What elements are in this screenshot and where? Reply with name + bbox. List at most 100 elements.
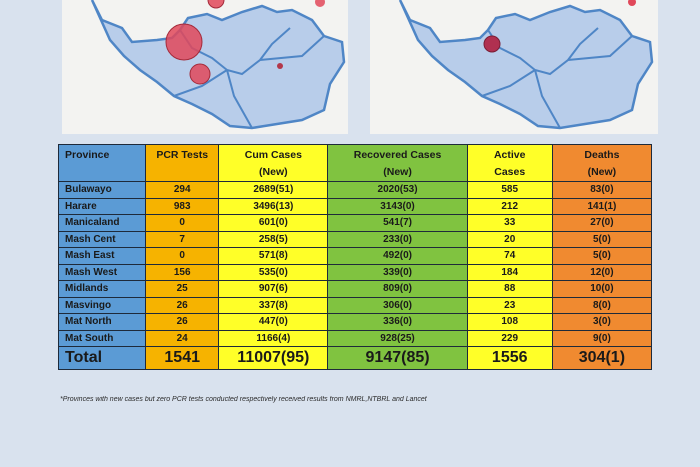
cell-recovered: 2020(53) [327, 181, 468, 199]
cell-province: Bulawayo [57, 181, 147, 199]
cell-deaths: 10(0) [551, 280, 653, 298]
cell-pcr: 7 [145, 230, 220, 248]
cell-cum: 3496(13) [218, 197, 329, 215]
table-header-row: Province PCR Tests Cum Cases (New) Recove… [57, 144, 653, 182]
total-deaths: 304(1) [551, 346, 653, 370]
cell-deaths: 5(0) [551, 230, 653, 248]
cell-pcr: 24 [145, 329, 220, 347]
cell-cum: 535(0) [218, 263, 329, 281]
cell-recovered: 339(0) [327, 263, 468, 281]
cell-active: 23 [466, 296, 553, 314]
header-pcr-tests: PCR Tests [145, 144, 220, 182]
header-cum-cases: Cum Cases (New) [218, 144, 329, 182]
cell-cum: 571(8) [218, 247, 329, 265]
cell-cum: 258(5) [218, 230, 329, 248]
cell-pcr: 0 [145, 214, 220, 232]
cell-active: 212 [466, 197, 553, 215]
footnote: *Provinces with new cases but zero PCR t… [60, 396, 427, 403]
cell-cum: 447(0) [218, 313, 329, 331]
cell-active: 33 [466, 214, 553, 232]
cell-recovered: 492(0) [327, 247, 468, 265]
midlands-cases-bubble [189, 63, 211, 85]
cell-pcr: 26 [145, 313, 220, 331]
manicaland-cases-bubble [315, 0, 325, 7]
cell-cum: 2689(51) [218, 181, 329, 199]
cell-recovered: 233(0) [327, 230, 468, 248]
cases-map-right [370, 0, 658, 134]
cell-cum: 907(6) [218, 280, 329, 298]
table-row: Manicaland 0 601(0) 541(7) 33 27(0) [57, 214, 653, 232]
table-row: Harare 983 3496(13) 3143(0) 212 141(1) [57, 197, 653, 215]
cell-deaths: 83(0) [551, 181, 653, 199]
cell-province: Mash Cent [57, 230, 147, 248]
table-row: Mash Cent 7 258(5) 233(0) 20 5(0) [57, 230, 653, 248]
cell-pcr: 0 [145, 247, 220, 265]
cell-active: 184 [466, 263, 553, 281]
header-province: Province [57, 144, 147, 182]
header-recovered-cases: Recovered Cases (New) [327, 144, 468, 182]
cell-deaths: 27(0) [551, 214, 653, 232]
header-deaths: Deaths (New) [551, 144, 653, 182]
cell-active: 585 [466, 181, 553, 199]
table-total-row: Total 1541 11007(95) 9147(85) 1556 304(1… [57, 346, 653, 370]
table-row: Mat North 26 447(0) 336(0) 108 3(0) [57, 313, 653, 331]
cell-province: Harare [57, 197, 147, 215]
total-label: Total [57, 346, 147, 370]
cell-active: 88 [466, 280, 553, 298]
cell-province: Masvingo [57, 296, 147, 314]
harare-cases-bubble [165, 23, 203, 61]
cell-active: 108 [466, 313, 553, 331]
cell-pcr: 156 [145, 263, 220, 281]
cell-deaths: 141(1) [551, 197, 653, 215]
cell-province: Mash East [57, 247, 147, 265]
cell-recovered: 3143(0) [327, 197, 468, 215]
cell-cum: 1166(4) [218, 329, 329, 347]
province-borders-right [481, 27, 633, 129]
manicaland-active-bubble [628, 0, 636, 6]
cell-province: Manicaland [57, 214, 147, 232]
total-pcr: 1541 [145, 346, 220, 370]
cell-active: 229 [466, 329, 553, 347]
cell-deaths: 8(0) [551, 296, 653, 314]
cell-active: 74 [466, 247, 553, 265]
total-active: 1556 [466, 346, 553, 370]
cell-cum: 601(0) [218, 214, 329, 232]
cell-recovered: 306(0) [327, 296, 468, 314]
province-map-svg-right [398, 0, 654, 130]
table-row: Mash East 0 571(8) 492(0) 74 5(0) [57, 247, 653, 265]
cell-deaths: 12(0) [551, 263, 653, 281]
header-active-cases: Active Cases [466, 144, 553, 182]
cell-province: Mat South [57, 329, 147, 347]
cell-active: 20 [466, 230, 553, 248]
cell-recovered: 541(7) [327, 214, 468, 232]
cell-pcr: 294 [145, 181, 220, 199]
province-map-svg [90, 0, 346, 130]
total-cum: 11007(95) [218, 346, 329, 370]
province-borders [173, 27, 325, 129]
table-row: Bulawayo 294 2689(51) 2020(53) 585 83(0) [57, 181, 653, 199]
provincial-summary-table: Province PCR Tests Cum Cases (New) Recove… [57, 144, 653, 370]
cell-province: Midlands [57, 280, 147, 298]
table-row: Midlands 25 907(6) 809(0) 88 10(0) [57, 280, 653, 298]
cell-province: Mash West [57, 263, 147, 281]
cell-pcr: 25 [145, 280, 220, 298]
table-row: Mash West 156 535(0) 339(0) 184 12(0) [57, 263, 653, 281]
cell-pcr: 983 [145, 197, 220, 215]
table-row: Mat South 24 1166(4) 928(25) 229 9(0) [57, 329, 653, 347]
cell-recovered: 336(0) [327, 313, 468, 331]
cases-map-left [62, 0, 348, 134]
mash-central-cases-bubble [207, 0, 225, 9]
provincial-summary-table-wrap: Province PCR Tests Cum Cases (New) Recove… [57, 144, 653, 370]
cell-pcr: 26 [145, 296, 220, 314]
cell-recovered: 928(25) [327, 329, 468, 347]
cell-province: Mat North [57, 313, 147, 331]
masvingo-cases-bubble [277, 63, 283, 69]
cell-deaths: 3(0) [551, 313, 653, 331]
cell-cum: 337(8) [218, 296, 329, 314]
cell-deaths: 9(0) [551, 329, 653, 347]
cell-deaths: 5(0) [551, 247, 653, 265]
total-recovered: 9147(85) [327, 346, 468, 370]
cell-recovered: 809(0) [327, 280, 468, 298]
table-row: Masvingo 26 337(8) 306(0) 23 8(0) [57, 296, 653, 314]
harare-active-bubble [483, 35, 501, 53]
